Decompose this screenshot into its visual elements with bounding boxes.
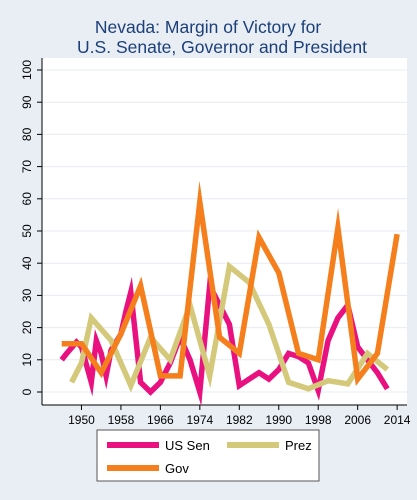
legend-label-us-sen: US Sen — [165, 438, 210, 453]
x-tick-label-2006: 2006 — [344, 413, 371, 427]
series-line-gov — [61, 180, 400, 387]
x-tick-label-2014: 2014 — [384, 413, 411, 427]
x-tick-label-1974: 1974 — [186, 413, 213, 427]
chart-title-line-2: U.S. Senate, Governor and President — [77, 37, 367, 57]
x-tick-label-1958: 1958 — [108, 413, 135, 427]
y-tick-label-80: 80 — [20, 127, 34, 141]
y-tick-label-10: 10 — [20, 353, 34, 367]
legend-label-gov: Gov — [165, 461, 189, 476]
y-tick-label-40: 40 — [20, 256, 34, 270]
legend-label-prez: Prez — [285, 438, 312, 453]
x-tick-label-1982: 1982 — [226, 413, 253, 427]
x-tick-label-1950: 1950 — [68, 413, 95, 427]
x-tick-label-1998: 1998 — [305, 413, 332, 427]
y-tick-label-50: 50 — [20, 224, 34, 238]
series-line-us-sen — [59, 275, 390, 407]
x-axis: 1950 1958 1966 1974 1982 1990 1998 2006 2014 — [42, 404, 411, 427]
x-tick-label-1966: 1966 — [147, 413, 174, 427]
y-tick-label-60: 60 — [20, 192, 34, 206]
y-tick-label-0: 0 — [20, 388, 34, 395]
series-group — [59, 180, 400, 407]
y-axis: 0 10 20 30 40 50 60 70 80 90 100 — [20, 58, 43, 405]
y-tick-label-30: 30 — [20, 288, 34, 302]
legend: US Sen Prez Gov — [96, 429, 320, 482]
chart-title-line-1: Nevada: Margin of Victory for — [95, 17, 321, 37]
y-tick-label-100: 100 — [20, 60, 34, 80]
legend-box — [96, 429, 320, 482]
y-tick-label-90: 90 — [20, 95, 34, 109]
x-tick-label-1990: 1990 — [265, 413, 292, 427]
y-tick-label-20: 20 — [20, 321, 34, 335]
y-tick-label-70: 70 — [20, 160, 34, 174]
